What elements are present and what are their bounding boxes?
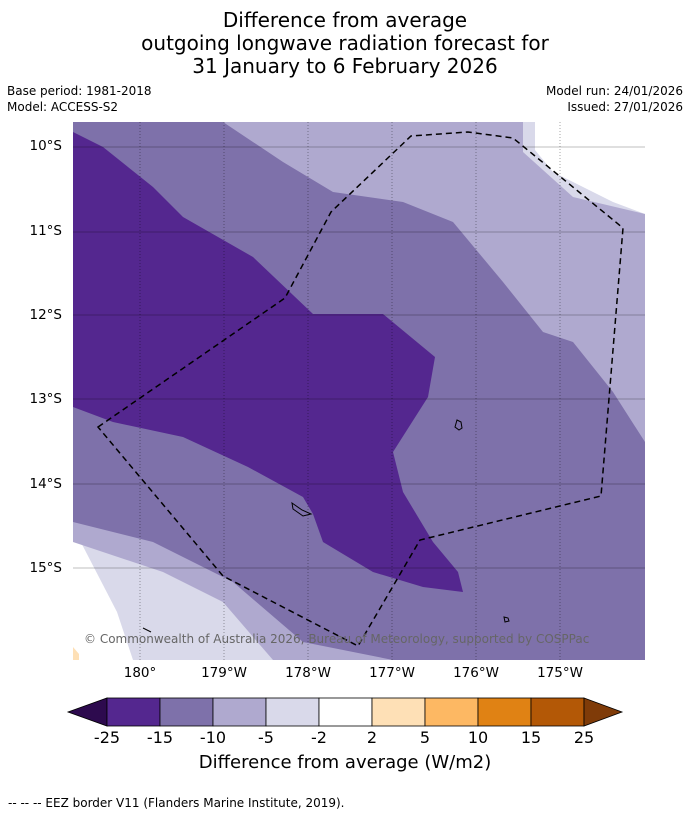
island-outline xyxy=(454,419,463,431)
colorbar-tick: 2 xyxy=(366,728,378,747)
island-outline xyxy=(142,627,152,633)
lon-label: 178°W xyxy=(285,665,331,681)
colorbar-extend-low xyxy=(66,697,108,727)
colorbar-bin xyxy=(318,697,373,727)
contour-band-lt-m15 xyxy=(73,132,463,592)
anomaly-map xyxy=(73,122,645,660)
colorbar-tick: -25 xyxy=(93,728,121,747)
title-line-2: outgoing longwave radiation forecast for xyxy=(141,31,549,55)
issued-date: Issued: 27/01/2026 xyxy=(567,100,683,114)
colorbar-tick: 10 xyxy=(467,728,489,747)
colorbar xyxy=(66,697,624,727)
colorbar-tick: -2 xyxy=(311,728,327,747)
colorbar-tick: -5 xyxy=(258,728,274,747)
colorbar-title: Difference from average (W/m2) xyxy=(198,752,492,773)
title-line-3: 31 January to 6 February 2026 xyxy=(192,54,498,78)
colorbar-tick: -10 xyxy=(199,728,227,747)
colorbar-bin xyxy=(371,697,426,727)
colorbar-tick: 25 xyxy=(573,728,595,747)
contour-neutral-ne xyxy=(535,122,645,214)
lat-label: 13°S xyxy=(29,391,63,407)
lon-label: 176°W xyxy=(453,665,499,681)
eez-border xyxy=(96,131,624,647)
lon-label: 179°W xyxy=(201,665,247,681)
lat-label: 12°S xyxy=(29,307,63,323)
colorbar-tick: 5 xyxy=(419,728,431,747)
colorbar-bin xyxy=(212,697,267,727)
lon-label: 175°W xyxy=(537,665,583,681)
island-outline xyxy=(291,501,313,517)
colorbar-extend-high xyxy=(583,697,624,727)
colorbar-tick: -15 xyxy=(146,728,174,747)
island-outline xyxy=(503,616,510,623)
lat-label: 11°S xyxy=(29,223,63,239)
colorbar-bin xyxy=(424,697,479,727)
eez-legend: -- -- -- EEZ border V11 (Flanders Marine… xyxy=(8,796,345,810)
colorbar-tick: 15 xyxy=(520,728,542,747)
model-name: Model: ACCESS-S2 xyxy=(7,100,119,114)
colorbar-bin xyxy=(477,697,532,727)
lat-label: 15°S xyxy=(29,560,63,576)
contour-neutral-sw xyxy=(73,527,133,660)
colorbar-bin xyxy=(265,697,320,727)
colorbar-bin xyxy=(106,697,161,727)
copyright-notice: © Commonwealth of Australia 2026, Bureau… xyxy=(84,632,590,646)
model-run: Model run: 24/01/2026 xyxy=(545,84,683,98)
lon-label: 180° xyxy=(123,665,157,681)
colorbar-bin xyxy=(530,697,585,727)
contour-band-p2-p5 xyxy=(73,647,79,660)
lat-label: 10°S xyxy=(29,138,63,154)
title-line-1: Difference from average xyxy=(222,8,468,32)
base-period: Base period: 1981-2018 xyxy=(7,84,152,98)
colorbar-bin xyxy=(159,697,214,727)
lon-label: 177°W xyxy=(369,665,415,681)
lat-label: 14°S xyxy=(29,476,63,492)
